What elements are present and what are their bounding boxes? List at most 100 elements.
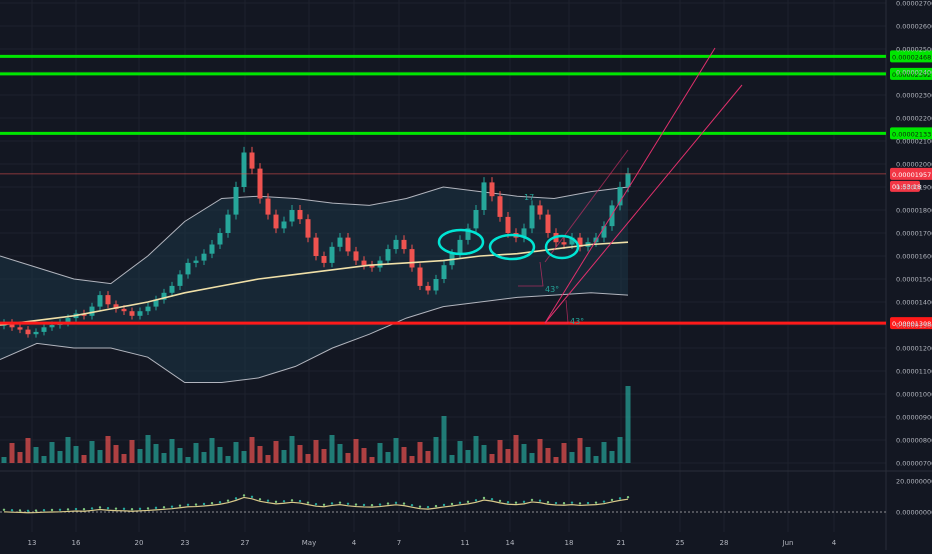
- osc-point: [386, 502, 390, 505]
- volume-bar: [377, 443, 383, 463]
- volume-bar: [329, 435, 335, 463]
- osc-point: [530, 498, 534, 502]
- osc-point: [178, 504, 182, 507]
- candle-body: [537, 205, 543, 215]
- volume-bar: [497, 440, 503, 463]
- candle-body: [457, 239, 463, 254]
- osc-point: [490, 497, 494, 501]
- osc-point: [130, 508, 134, 511]
- candle-body: [233, 187, 239, 215]
- osc-point: [298, 499, 302, 503]
- annotation-circle-1[interactable]: [437, 228, 485, 256]
- channel-mid-line[interactable]: [544, 149, 629, 263]
- volume-bar: [233, 442, 239, 463]
- price-tick-label: 0.00001300: [896, 322, 932, 330]
- horizontal-levels[interactable]: 0.00002468 0.00002392 0.00002133 0.00001308…: [0, 50, 932, 330]
- drawings[interactable]: 43° 43° 17: [437, 47, 743, 326]
- osc-point: [114, 507, 118, 510]
- osc-point: [522, 500, 526, 504]
- osc-point: [322, 503, 326, 506]
- time-axis[interactable]: 13 16 20 23 27 May 4 7 11 14 18 21 25 28 Jun 4: [28, 539, 837, 547]
- volume-bar: [465, 450, 471, 463]
- osc-point: [442, 503, 446, 507]
- oscillator-pane[interactable]: 20.00000000 0.00000000: [0, 478, 932, 517]
- candle-body: [489, 182, 495, 197]
- channel-lower-line[interactable]: [544, 84, 743, 324]
- osc-line: [3, 496, 629, 514]
- countdown-tag: [890, 180, 920, 192]
- osc-point: [338, 501, 342, 504]
- candle-body: [361, 260, 367, 266]
- volume-bar: [473, 436, 479, 463]
- volume-bar: [313, 440, 319, 463]
- time-tick-label: 23: [181, 539, 190, 547]
- osc-point: [186, 503, 190, 506]
- candle-body: [545, 214, 551, 233]
- price-tick-label: 0.00001600: [896, 253, 932, 261]
- annotation-label-17: 17: [524, 193, 534, 202]
- osc-point: [354, 503, 358, 506]
- candle-body: [289, 210, 295, 222]
- volume-bar: [81, 455, 87, 463]
- volume-bar: [113, 445, 119, 463]
- countdown-label: 01:53:18: [892, 183, 921, 191]
- candle-body: [217, 233, 223, 245]
- volume-bar: [545, 448, 551, 463]
- price-tick-label: 0.00000900: [896, 414, 932, 422]
- time-tick-label: 21: [617, 539, 626, 547]
- volume-bar: [193, 443, 199, 463]
- price-axis[interactable]: 0.00002700 0.00002600 0.00002500 0.00002400…: [896, 0, 932, 468]
- candle-body: [297, 210, 303, 220]
- volume-bar: [585, 447, 591, 463]
- lower-band-line: [0, 292, 629, 383]
- candle-body: [265, 198, 271, 215]
- annotation-circle-2[interactable]: [488, 233, 536, 261]
- volume-bar: [529, 453, 535, 463]
- candle-body: [497, 196, 503, 217]
- annotation-circle-3[interactable]: [544, 234, 580, 260]
- candle-body: [321, 256, 327, 263]
- osc-point: [74, 507, 78, 511]
- volume-bar: [249, 437, 255, 463]
- level-price-tag: [890, 317, 932, 330]
- volume-bar: [1, 457, 7, 463]
- volume-bar: [305, 454, 311, 463]
- volume-bar: [185, 457, 191, 463]
- volume-bar: [337, 444, 343, 463]
- volume-bar: [153, 444, 159, 463]
- osc-point: [210, 502, 214, 505]
- volume-bar: [41, 456, 47, 463]
- osc-point: [458, 501, 462, 505]
- candle-body: [425, 285, 431, 291]
- candle-body: [249, 152, 255, 169]
- candle-body: [353, 251, 359, 261]
- candle-body: [385, 249, 391, 261]
- osc-point: [514, 501, 518, 504]
- candle-body: [9, 322, 15, 328]
- volume-bar: [217, 447, 223, 463]
- time-tick-label: 25: [676, 539, 685, 547]
- osc-point: [202, 502, 206, 506]
- price-tick-label: 0.00002300: [896, 92, 932, 100]
- osc-point: [138, 507, 142, 511]
- candle-body: [177, 274, 183, 286]
- price-tick-label: 0.00002400: [896, 69, 932, 77]
- price-tick-label: 0.00002700: [896, 0, 932, 8]
- candle-body: [273, 214, 279, 229]
- osc-point: [266, 499, 270, 502]
- candle-body: [161, 292, 167, 300]
- price-tick-label: 0.00001200: [896, 345, 932, 353]
- candle-body: [473, 210, 479, 229]
- level-price-tag: [890, 67, 932, 80]
- volume-bar: [57, 451, 63, 463]
- channel-upper-line[interactable]: [544, 47, 716, 324]
- price-tick-label: 0.00002100: [896, 138, 932, 146]
- candle-body: [561, 242, 567, 245]
- osc-point: [26, 509, 30, 512]
- price-tick-label: 0.00001800: [896, 207, 932, 215]
- osc-tick-label: 20.00000000: [896, 478, 932, 486]
- volume-bar: [289, 436, 295, 463]
- osc-point: [250, 495, 254, 499]
